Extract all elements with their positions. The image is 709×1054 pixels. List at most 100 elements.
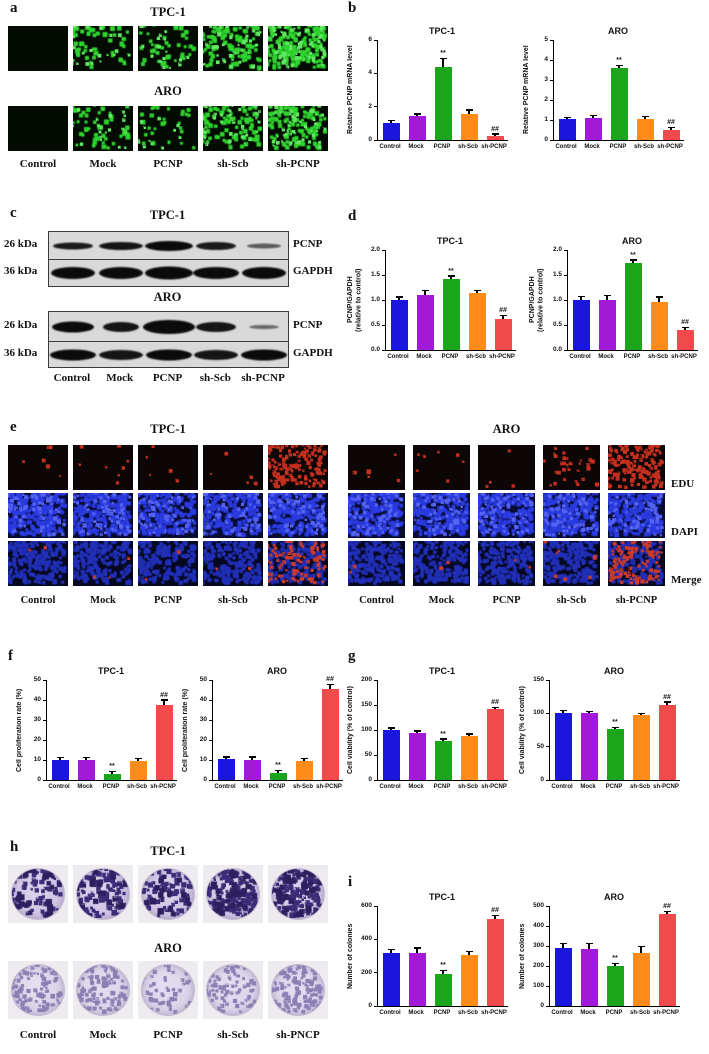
- panel-g: g TPC-1 Cell viability (% of control) 0 50 1…: [345, 640, 709, 825]
- error-bar-cap: [655, 296, 663, 298]
- error-bar: [163, 700, 165, 705]
- bar-mock: [416, 294, 434, 350]
- blot-aro-pcnp: [48, 311, 289, 342]
- group-label-control: Control: [53, 372, 91, 384]
- error-bar-cap: [108, 770, 116, 772]
- x-axis-labels: Control Mock PCNP sh-Scb sh-PCNP: [377, 143, 507, 155]
- x-category-label: Mock: [408, 1010, 424, 1016]
- protein-band: [247, 243, 282, 248]
- bar-chart-b-aro: ARO Relative PCNP mRNA level 0 1 2 3 4 5 ** ## Con…: [523, 26, 687, 158]
- chart-title: TPC-1: [97, 666, 124, 676]
- panel-f: f TPC-1 Cell proliferation rate (%) 0 10 20 3…: [0, 640, 345, 825]
- y-tick-label: 50: [364, 751, 372, 758]
- error-bar-cap: [585, 942, 593, 945]
- x-category-label: sh-PCNP: [653, 1010, 679, 1016]
- error-bar-cap: [274, 770, 282, 772]
- y-tick-label: 2.0: [370, 246, 380, 253]
- colony-dish-pcnp: [138, 865, 198, 923]
- viability-bar-charts: TPC-1 Cell viability (% of control) 0 50 100…: [347, 666, 683, 798]
- y-tick-mark: [208, 759, 212, 761]
- error-bar: [562, 944, 564, 948]
- y-tick-label: 400: [533, 922, 544, 929]
- y-axis: 0 50 100 150 200: [359, 676, 377, 783]
- y-tick-label: 0: [368, 1002, 372, 1009]
- significance-marker: **: [109, 763, 115, 770]
- y-tick-label: 600: [361, 902, 372, 909]
- bar-control: [390, 299, 408, 350]
- y-tick-mark: [208, 739, 212, 741]
- bar-control: [217, 759, 235, 780]
- group-label-pcnp: PCNP: [152, 372, 183, 384]
- fluorescence-tile-sh-scb: [203, 26, 263, 71]
- y-tick-label: 0.5: [370, 321, 380, 328]
- y-axis: 0 50 100 150: [531, 676, 549, 783]
- error-bar: [494, 916, 496, 920]
- dapi-tile-mock: [73, 493, 133, 538]
- x-category-label: Control: [569, 354, 591, 360]
- protein-band: [52, 242, 93, 249]
- y-tick-mark: [545, 985, 549, 987]
- x-category-label: Control: [214, 784, 236, 790]
- panel-letter-f: f: [8, 648, 13, 664]
- y-tick-label: 4: [544, 56, 548, 63]
- significance-marker: **: [612, 719, 618, 726]
- error-bar-cap: [439, 738, 447, 740]
- panel-letter-a: a: [10, 0, 18, 16]
- y-axis-label-line: Number of colonies: [519, 923, 526, 989]
- protein-band: [249, 324, 280, 329]
- y-tick-mark: [373, 905, 377, 907]
- edu-tile-control: [8, 445, 68, 490]
- chart-title: TPC-1: [428, 892, 455, 902]
- bar-mock: [77, 759, 95, 780]
- significance-marker: **: [440, 730, 446, 738]
- colony-dish-mock: [73, 865, 133, 923]
- blot-aro-gapdh: [48, 341, 289, 368]
- y-tick-label: 100: [361, 726, 372, 733]
- y-tick-label: 10: [33, 756, 41, 763]
- y-tick-mark: [563, 324, 567, 326]
- y-tick-mark: [545, 905, 549, 907]
- group-label-mock: Mock: [89, 158, 117, 170]
- y-tick-mark: [545, 965, 549, 967]
- y-axis-label-line: Cell viability (% of control): [347, 686, 354, 774]
- significance-marker: ##: [663, 903, 671, 910]
- error-bar-cap: [589, 115, 597, 117]
- dapi-tile-sh-scb: [203, 493, 263, 538]
- bar-pcnp: [610, 68, 628, 140]
- dish-circle: [11, 964, 65, 1016]
- group-label-pcnp: PCNP: [492, 595, 521, 606]
- bar-sh-pcnp: [486, 919, 504, 1006]
- colony-dish-mock: [73, 961, 133, 1019]
- error-bar-cap: [491, 915, 499, 917]
- protein-band: [51, 321, 94, 332]
- x-axis-labels: Control Mock PCNP sh-Scb sh-PCNP: [553, 143, 683, 155]
- y-tick-label: 500: [533, 902, 544, 909]
- panel-letter-e: e: [10, 419, 17, 435]
- panel-b: b TPC-1 Relative PCNP mRNA level 0 2 4 6 ** ## C…: [345, 0, 709, 205]
- error-bar: [614, 964, 616, 967]
- protein-name-label: PCNP: [293, 318, 323, 331]
- error-bar: [658, 297, 660, 302]
- merge-tile-control: [348, 541, 405, 586]
- x-category-label: sh-PCNP: [150, 784, 176, 790]
- group-label-sh-scb: sh-Scb: [199, 372, 231, 384]
- error-bar-cap: [603, 294, 611, 296]
- panel-letter-i: i: [348, 874, 353, 890]
- y-tick-mark: [381, 274, 385, 276]
- y-tick-mark: [549, 39, 553, 41]
- x-category-label: sh-Scb: [457, 1010, 479, 1016]
- bar-sh-pcnp: [658, 914, 676, 1006]
- y-axis-label: Relative PCNP mRNA level: [523, 40, 535, 140]
- error-bar-cap: [387, 120, 395, 122]
- transfection-image-row-tpc1: [8, 26, 328, 71]
- plot-area: ** ##: [549, 903, 680, 1007]
- y-axis-label: Cell viability (% of control): [347, 680, 359, 780]
- bar-pcnp: [434, 741, 452, 780]
- error-bar-cap: [681, 326, 689, 328]
- fluorescence-tile-mock: [73, 106, 133, 151]
- bar-chart-f-aro: ARO Cell proliferation rate (%) 0 10 20 30 40 5…: [182, 666, 346, 798]
- cell-line-title-e-aro: ARO: [492, 422, 521, 436]
- dish-circle: [206, 868, 260, 920]
- significance-marker: ##: [491, 907, 499, 915]
